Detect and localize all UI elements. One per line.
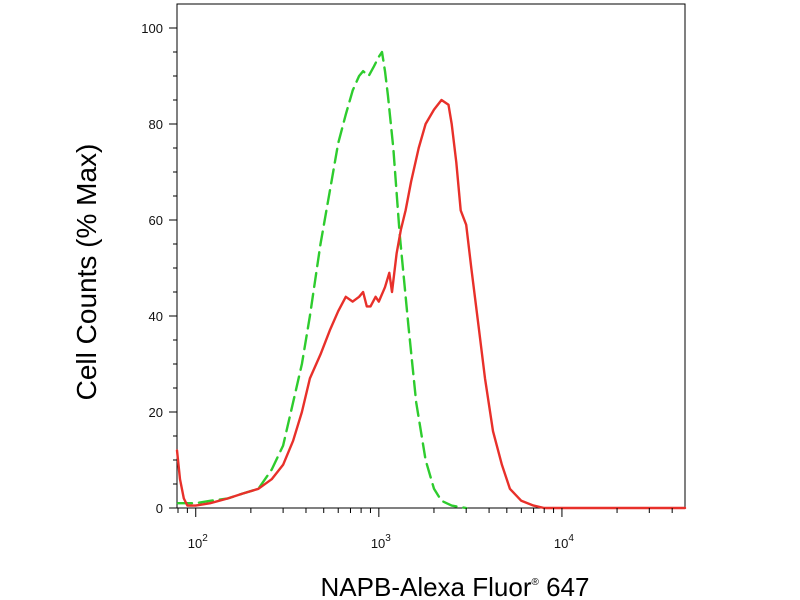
x-tick-label: 104 [554,533,574,551]
y-tick-label: 100 [141,21,163,36]
series-layer [175,50,687,510]
dashed-histogram-line [176,50,468,510]
y-tick-label: 20 [149,405,163,420]
x-tick-label: 102 [188,533,208,551]
x-axis-title: NAPB-Alexa Fluor® 647 [321,572,590,600]
x-axis-title-suffix: 647 [539,572,590,600]
y-axis-title: Cell Counts (% Max) [71,144,102,401]
x-axis-ticks: 102 103 104 [177,508,673,551]
y-axis-ticks: 0 20 40 60 80 100 [141,21,177,516]
y-tick-label: 40 [149,309,163,324]
solid-histogram-line [175,98,687,510]
x-axis-title-mark: ® [531,577,539,588]
y-tick-label: 0 [156,501,163,516]
y-tick-label: 80 [149,117,163,132]
x-tick-label: 103 [371,533,391,551]
x-axis-title-main: NAPB-Alexa Fluor [321,572,532,600]
plot-frame [176,3,686,509]
y-tick-label: 60 [149,213,163,228]
plot-border [176,3,686,509]
